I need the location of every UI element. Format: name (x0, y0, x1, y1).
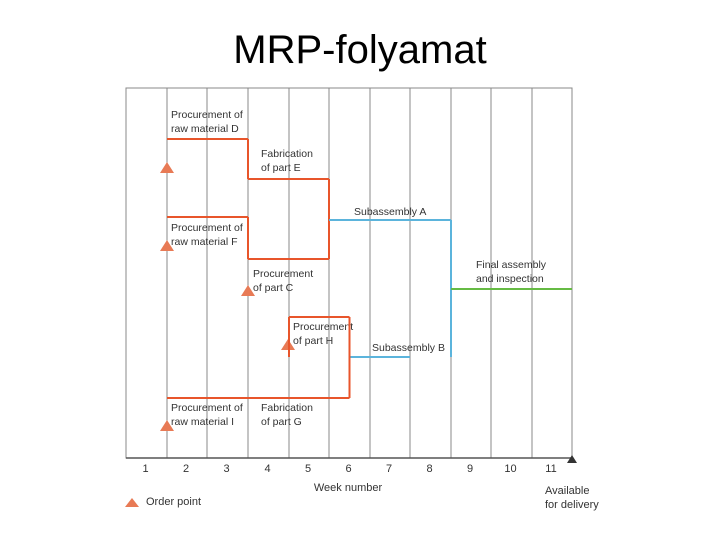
week-tick-label: 11 (545, 463, 556, 475)
task-label-final: Final assembly (476, 259, 547, 271)
task-label-proc-i: Procurement of (171, 402, 243, 414)
week-tick-label: 10 (504, 463, 516, 475)
task-label-proc-h: Procurement (293, 321, 353, 333)
legend-label: Order point (146, 496, 201, 508)
week-tick-label: 6 (345, 463, 351, 475)
x-axis-label: Week number (314, 482, 383, 494)
task-label-proc-f: raw material F (171, 236, 238, 248)
task-label-proc-c: of part C (253, 282, 294, 294)
task-label-proc-c: Procurement (253, 268, 313, 280)
delivery-label: Available (545, 485, 589, 497)
task-label-fab-e: Fabrication (261, 148, 313, 160)
order-point-icon (160, 162, 174, 173)
week-tick-label: 2 (183, 463, 189, 475)
task-label-proc-d: raw material D (171, 123, 239, 135)
week-tick-label: 9 (467, 463, 473, 475)
order-point-icon (241, 285, 255, 296)
delivery-arrow-icon (567, 455, 577, 463)
task-label-proc-d: Procurement of (171, 109, 243, 121)
order-point-icon (160, 240, 174, 251)
delivery-label: for delivery (545, 499, 599, 511)
week-tick-label: 1 (142, 463, 148, 475)
order-point-icon (160, 420, 174, 431)
task-label-final: and inspection (476, 273, 544, 285)
week-tick-label: 4 (264, 463, 270, 475)
order-point-legend-icon (125, 498, 139, 507)
week-tick-label: 5 (305, 463, 311, 475)
task-label-sub-a: Subassembly A (354, 206, 426, 218)
task-label-sub-b: Subassembly B (372, 342, 445, 354)
task-label-proc-i: raw material I (171, 416, 234, 428)
week-tick-label: 8 (426, 463, 432, 475)
task-label-fab-e: of part E (261, 162, 301, 174)
task-label-fab-g: of part G (261, 416, 302, 428)
task-label-proc-f: Procurement of (171, 222, 243, 234)
week-tick-label: 3 (223, 463, 229, 475)
task-label-fab-g: Fabrication (261, 402, 313, 414)
slide-title: MRP-folyamat (233, 28, 487, 72)
task-label-proc-h: of part H (293, 335, 333, 347)
week-tick-label: 7 (386, 463, 392, 475)
